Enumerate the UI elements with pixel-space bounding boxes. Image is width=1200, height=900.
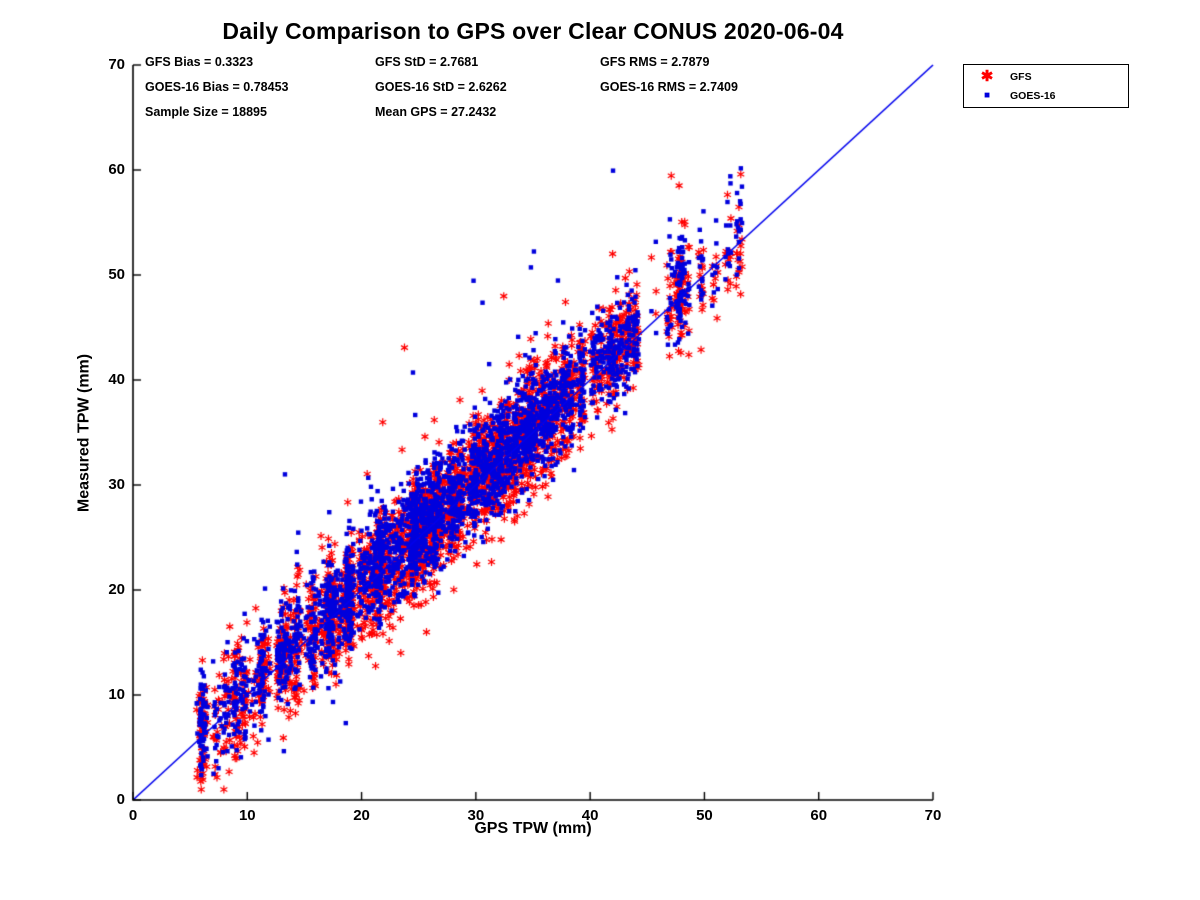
legend-entry-gfs: ✱ GFS bbox=[964, 69, 1128, 85]
square-marker-icon: ■ bbox=[983, 89, 991, 101]
y-tick-label: 20 bbox=[108, 581, 125, 598]
y-tick-label: 30 bbox=[108, 476, 125, 493]
x-tick-label: 50 bbox=[696, 807, 713, 824]
legend-label: GOES-16 bbox=[1010, 89, 1056, 102]
stats-text: GOES-16 Bias = 0.78453 bbox=[145, 80, 289, 94]
stats-text: GFS StD = 2.7681 bbox=[375, 55, 479, 69]
stats-text: Mean GPS = 27.2432 bbox=[375, 105, 497, 119]
y-tick-label: 10 bbox=[108, 686, 125, 703]
x-tick-label: 30 bbox=[467, 807, 485, 824]
x-axis-label: GPS TPW (mm) bbox=[474, 820, 592, 837]
legend: ✱ GFS ■ GOES-16 bbox=[963, 64, 1129, 108]
x-tick-label: 40 bbox=[581, 807, 599, 824]
x-tick-label: 60 bbox=[810, 807, 828, 824]
x-tick-label: 10 bbox=[238, 807, 256, 824]
y-tick-label: 50 bbox=[108, 266, 125, 283]
legend-label: GFS bbox=[1010, 70, 1032, 83]
y-tick-label: 70 bbox=[108, 56, 125, 73]
legend-entry-goes-16: ■ GOES-16 bbox=[964, 88, 1128, 104]
stats-text: GFS Bias = 0.3323 bbox=[145, 55, 254, 69]
stats-text: GOES-16 StD = 2.6262 bbox=[375, 80, 507, 94]
y-tick-label: 0 bbox=[116, 791, 125, 808]
x-tick-label: 0 bbox=[128, 807, 138, 824]
stats-text: GFS RMS = 2.7879 bbox=[600, 55, 710, 69]
x-tick-label: 20 bbox=[353, 807, 370, 824]
stats-text: Sample Size = 18895 bbox=[145, 105, 267, 119]
y-tick-label: 60 bbox=[108, 161, 125, 178]
chart-title: Daily Comparison to GPS over Clear CONUS… bbox=[222, 18, 844, 44]
stats-text: GOES-16 RMS = 2.7409 bbox=[600, 80, 738, 94]
y-tick-label: 40 bbox=[108, 371, 125, 388]
x-tick-label: 70 bbox=[924, 807, 942, 824]
asterisk-marker-icon: ✱ bbox=[980, 67, 994, 85]
